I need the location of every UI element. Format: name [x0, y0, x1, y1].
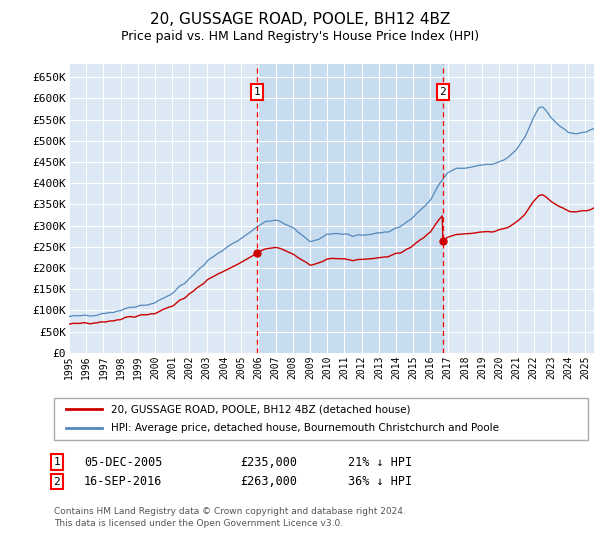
Text: 05-DEC-2005: 05-DEC-2005: [84, 455, 163, 469]
Text: Contains HM Land Registry data © Crown copyright and database right 2024.
This d: Contains HM Land Registry data © Crown c…: [54, 507, 406, 528]
Text: HPI: Average price, detached house, Bournemouth Christchurch and Poole: HPI: Average price, detached house, Bour…: [111, 423, 499, 433]
Text: 1: 1: [53, 457, 61, 467]
Text: 20, GUSSAGE ROAD, POOLE, BH12 4BZ (detached house): 20, GUSSAGE ROAD, POOLE, BH12 4BZ (detac…: [111, 404, 410, 414]
Text: £263,000: £263,000: [240, 475, 297, 488]
Text: 36% ↓ HPI: 36% ↓ HPI: [348, 475, 412, 488]
Text: 20, GUSSAGE ROAD, POOLE, BH12 4BZ: 20, GUSSAGE ROAD, POOLE, BH12 4BZ: [150, 12, 450, 27]
Text: 16-SEP-2016: 16-SEP-2016: [84, 475, 163, 488]
Text: Price paid vs. HM Land Registry's House Price Index (HPI): Price paid vs. HM Land Registry's House …: [121, 30, 479, 43]
Text: £235,000: £235,000: [240, 455, 297, 469]
Text: 21% ↓ HPI: 21% ↓ HPI: [348, 455, 412, 469]
Text: 1: 1: [254, 87, 260, 97]
Text: 2: 2: [439, 87, 446, 97]
Bar: [257, 64, 443, 353]
Text: 2: 2: [53, 477, 61, 487]
